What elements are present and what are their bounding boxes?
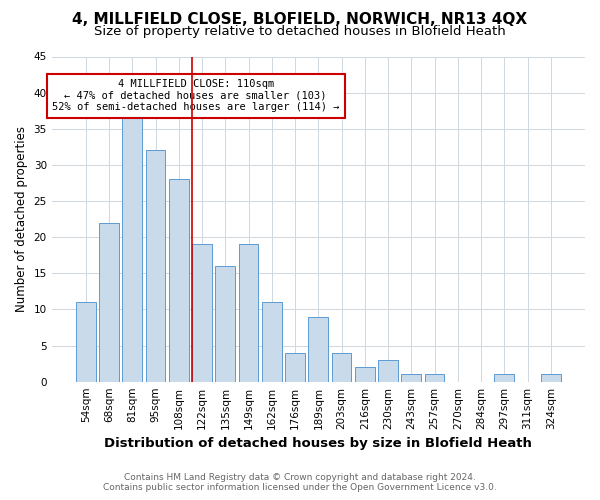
Bar (122, 114, 142, 382)
Text: Contains HM Land Registry data © Crown copyright and database right 2024.
Contai: Contains HM Land Registry data © Crown c… (103, 473, 497, 492)
Bar (378, 360, 398, 382)
Bar (332, 353, 352, 382)
Bar (262, 302, 282, 382)
Bar (215, 266, 235, 382)
Bar (355, 367, 375, 382)
Text: Size of property relative to detached houses in Blofield Heath: Size of property relative to detached ho… (94, 25, 506, 38)
Bar (192, 244, 212, 382)
Bar (146, 150, 166, 382)
Y-axis label: Number of detached properties: Number of detached properties (15, 126, 28, 312)
Bar (285, 353, 305, 382)
X-axis label: Distribution of detached houses by size in Blofield Heath: Distribution of detached houses by size … (104, 437, 532, 450)
Text: 4 MILLFIELD CLOSE: 110sqm
← 47% of detached houses are smaller (103)
52% of semi: 4 MILLFIELD CLOSE: 110sqm ← 47% of detac… (52, 80, 340, 112)
Bar (169, 180, 188, 382)
Text: 4, MILLFIELD CLOSE, BLOFIELD, NORWICH, NR13 4QX: 4, MILLFIELD CLOSE, BLOFIELD, NORWICH, N… (73, 12, 527, 28)
Bar (401, 374, 421, 382)
Bar (99, 222, 119, 382)
Bar (494, 374, 514, 382)
Bar (239, 244, 259, 382)
Bar (308, 316, 328, 382)
Bar (541, 374, 561, 382)
Bar (76, 302, 95, 382)
Bar (425, 374, 445, 382)
